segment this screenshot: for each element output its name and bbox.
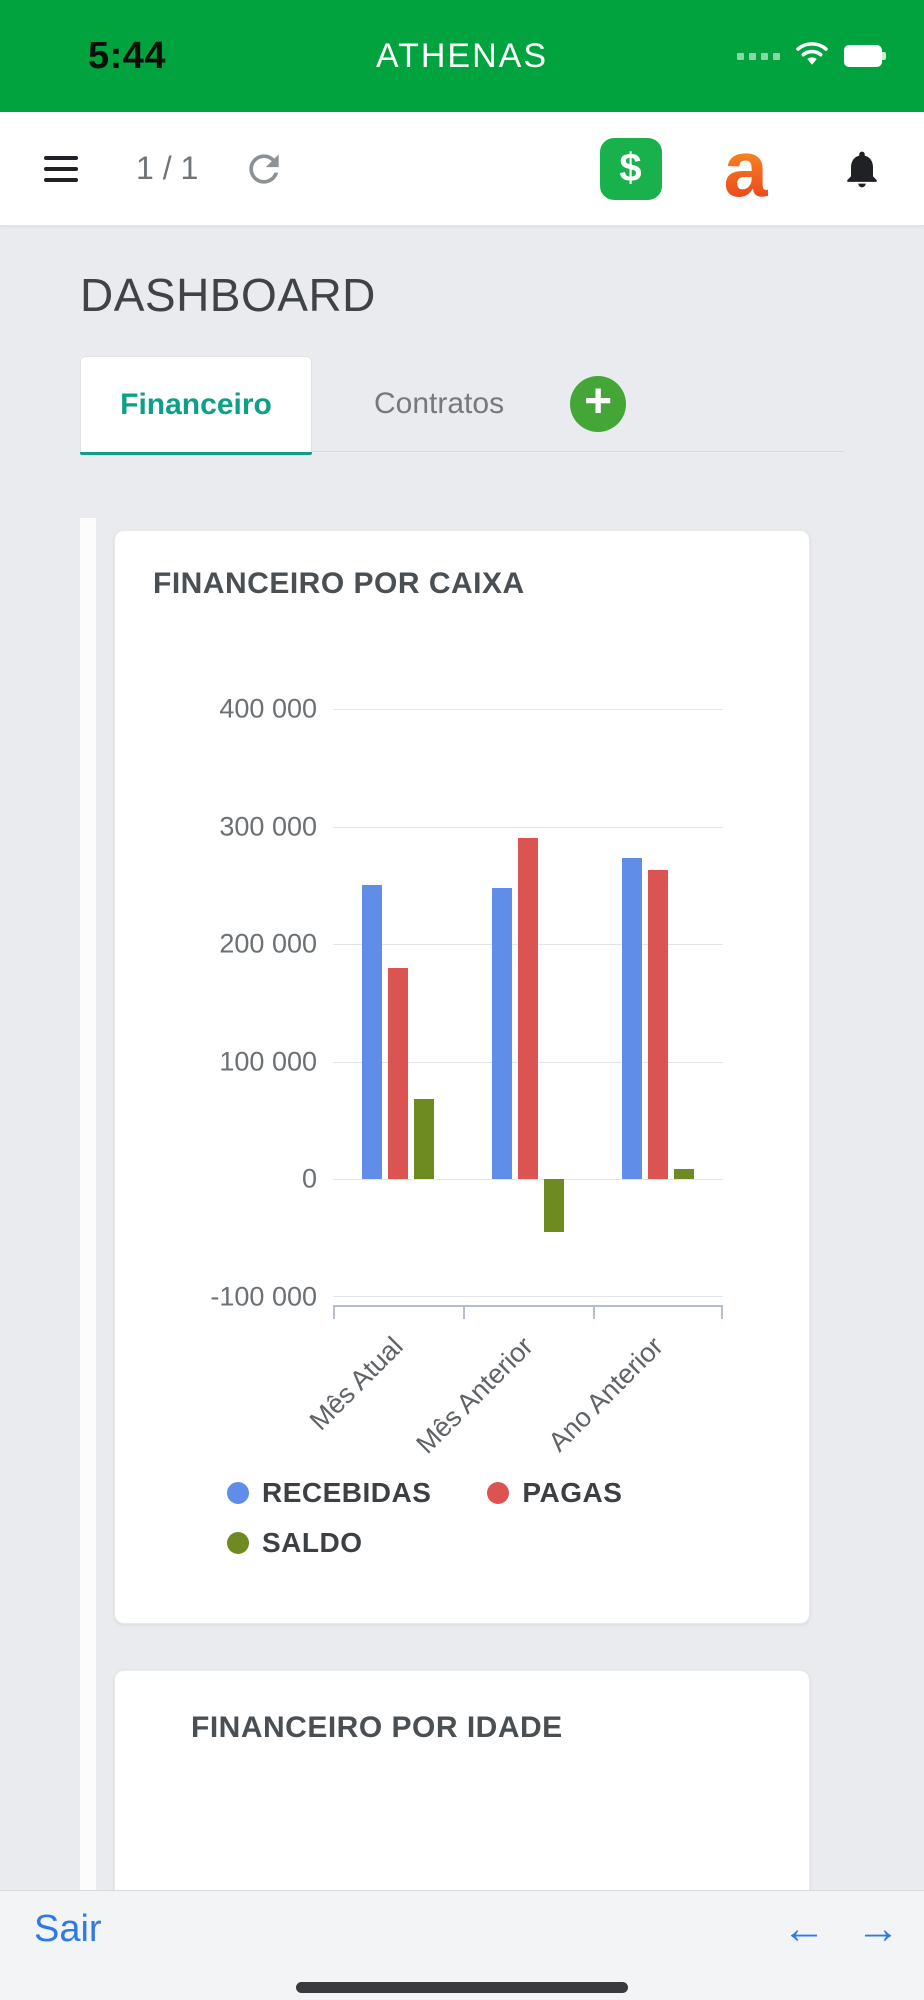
bottom-bar: Sair ← → — [0, 1890, 924, 2000]
bar-recebidas-1 — [362, 885, 382, 1180]
tabs-bar: Financeiro Contratos + — [80, 356, 844, 455]
chart-title: FINANCEIRO POR CAIXA — [153, 567, 525, 600]
status-icons — [737, 40, 888, 73]
notifications-bell-button[interactable] — [840, 145, 884, 193]
scrollbar-track[interactable] — [80, 518, 96, 1890]
cellular-signal-icon — [737, 52, 780, 60]
axis-tick — [333, 1307, 335, 1319]
legend-label: SALDO — [262, 1527, 363, 1558]
gridline — [333, 709, 723, 710]
y-tick-label: 300 000 — [219, 811, 317, 842]
gridline — [333, 1296, 723, 1297]
y-tick-label: 100 000 — [219, 1046, 317, 1077]
toolbar: 1 / 1 $ a — [0, 112, 924, 226]
y-tick-label: 0 — [301, 1163, 317, 1194]
gridline — [333, 826, 723, 828]
wifi-icon — [794, 40, 830, 73]
legend-item-saldo: SALDO — [227, 1527, 363, 1559]
bar-chart: 400 000 300 000 200 000 100 000 0 -100 000 — [210, 694, 809, 1312]
athenas-logo[interactable]: a — [723, 123, 769, 213]
bar-saldo-3 — [674, 1168, 694, 1180]
tabs-divider — [80, 451, 844, 452]
tab-financeiro[interactable]: Financeiro — [80, 356, 312, 452]
status-time: 5:44 — [88, 34, 167, 77]
bar-recebidas-2 — [492, 887, 512, 1180]
x-category-label: Mês Anterior — [410, 1331, 540, 1460]
chart-x-labels: Mês Atual Mês Anterior Ano Anterior — [304, 1319, 723, 1469]
axis-tick — [593, 1307, 595, 1319]
card-financeiro-por-caixa: FINANCEIRO POR CAIXA 400 000 300 000 200 0… — [114, 530, 810, 1624]
legend-dot — [227, 1482, 249, 1504]
dashboard-cards: FINANCEIRO POR CAIXA 400 000 300 000 200 0… — [114, 530, 810, 2000]
plus-icon: + — [584, 374, 613, 428]
battery-icon — [844, 45, 888, 67]
legend-dot — [227, 1532, 249, 1554]
page-title: DASHBOARD — [80, 269, 376, 321]
bar-saldo-1 — [414, 1099, 434, 1180]
x-category-label: Mês Atual — [304, 1331, 410, 1437]
page-indicator: 1 / 1 — [136, 150, 199, 186]
legend-item-pagas: PAGAS — [487, 1477, 622, 1509]
legend-dot — [487, 1482, 510, 1504]
x-category-label: Ano Anterior — [542, 1331, 670, 1458]
active-tab-underline — [80, 449, 312, 455]
chart-y-axis: 400 000 300 000 200 000 100 000 0 -100 000 — [210, 694, 333, 1312]
app-title: ATHENAS — [375, 36, 549, 75]
back-arrow-button[interactable]: ← — [782, 1904, 826, 1953]
add-tab-button[interactable]: + — [570, 374, 627, 432]
bar-recebidas-3 — [622, 858, 642, 1180]
legend-label: PAGAS — [522, 1477, 623, 1508]
bottom-bar-row: Sair ← → — [0, 1891, 924, 1951]
bar-pagas-3 — [648, 870, 668, 1180]
menu-button[interactable] — [44, 155, 78, 182]
bar-pagas-1 — [388, 967, 408, 1180]
bar-saldo-2 — [544, 1179, 564, 1233]
status-bar: 5:44 ATHENAS — [0, 0, 924, 112]
finance-dollar-button[interactable]: $ — [599, 137, 662, 200]
home-indicator[interactable] — [296, 1982, 628, 1993]
chart-x-axis — [333, 1305, 723, 1319]
legend-item-recebidas: RECEBIDAS — [227, 1477, 431, 1509]
gridline — [333, 1179, 723, 1181]
forward-arrow-button[interactable]: → — [856, 1904, 900, 1953]
logout-link[interactable]: Sair — [34, 1907, 102, 1950]
chart-plot — [333, 709, 723, 1297]
bar-pagas-2 — [518, 838, 538, 1180]
y-tick-label: 200 000 — [219, 928, 317, 959]
chart-legend: RECEBIDAS PAGAS SALDO — [227, 1477, 697, 1559]
axis-tick — [721, 1307, 723, 1319]
legend-label: RECEBIDAS — [262, 1477, 432, 1508]
refresh-button[interactable] — [242, 147, 286, 191]
y-tick-label: 400 000 — [219, 693, 317, 724]
chart-title-idade: FINANCEIRO POR IDADE — [191, 1711, 563, 1744]
tab-contratos[interactable]: Contratos — [374, 387, 505, 420]
y-tick-label: -100 000 — [210, 1281, 317, 1312]
axis-tick — [463, 1307, 465, 1319]
